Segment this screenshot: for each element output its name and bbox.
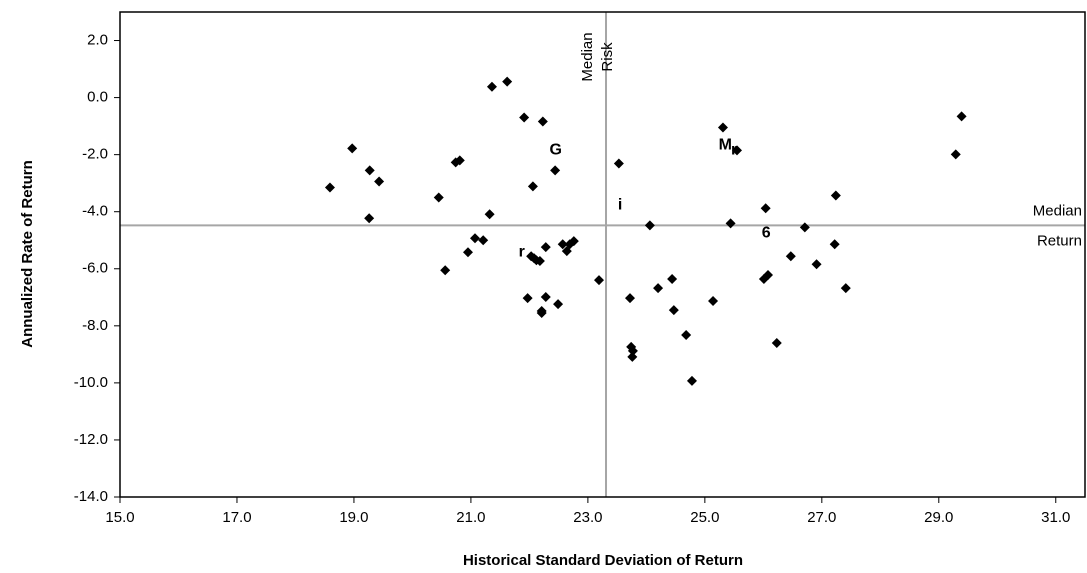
data-point [725, 218, 736, 229]
data-point [811, 259, 822, 270]
data-point [440, 265, 451, 276]
data-point [364, 213, 375, 224]
y-tick-label: -10.0 [74, 374, 108, 391]
data-point [470, 233, 481, 244]
x-tick-label: 17.0 [222, 509, 251, 526]
data-point [561, 246, 572, 257]
y-axis-title: Annualized Rate of Return [19, 160, 36, 348]
data-point [840, 283, 851, 294]
data-point [771, 337, 782, 348]
y-tick-label: -6.0 [82, 260, 108, 277]
median-label: Return [1037, 232, 1082, 249]
median-label: Median [579, 32, 596, 81]
data-point [536, 307, 547, 318]
data-point [627, 345, 638, 356]
x-tick-label: 27.0 [807, 509, 836, 526]
data-point [681, 329, 692, 340]
data-point [708, 296, 719, 307]
data-point [324, 182, 335, 193]
data-point [364, 165, 375, 176]
x-tick-label: 15.0 [105, 509, 134, 526]
data-point [486, 81, 497, 92]
y-tick-label: -8.0 [82, 317, 108, 334]
data-point [568, 236, 579, 247]
data-point [668, 305, 679, 316]
x-tick-label: 19.0 [339, 509, 368, 526]
data-point [785, 251, 796, 262]
y-tick-label: -12.0 [74, 431, 108, 448]
data-point [627, 351, 638, 362]
data-point [653, 283, 664, 294]
data-point [522, 293, 533, 304]
data-point [519, 112, 530, 123]
data-point [540, 242, 551, 253]
point-annotation: M [719, 137, 732, 154]
data-point [829, 239, 840, 250]
data-point [478, 235, 489, 246]
median-label: Median [1033, 202, 1082, 219]
x-axis-title: Historical Standard Deviation of Return [463, 552, 743, 569]
median-label: Risk [599, 42, 616, 72]
data-point [557, 239, 568, 250]
y-tick-label: 2.0 [87, 31, 108, 48]
point-annotation: G [549, 142, 561, 159]
data-point [717, 122, 728, 133]
data-point [667, 274, 678, 285]
data-point [540, 292, 551, 303]
data-point [830, 190, 841, 201]
data-point [686, 375, 697, 386]
data-point [613, 158, 624, 169]
x-tick-label: 21.0 [456, 509, 485, 526]
data-point [527, 181, 538, 192]
data-point [760, 203, 771, 214]
data-point [484, 209, 495, 220]
x-tick-label: 23.0 [573, 509, 602, 526]
y-tick-label: 0.0 [87, 89, 108, 106]
data-point [624, 293, 635, 304]
y-tick-label: -4.0 [82, 203, 108, 220]
y-tick-label: -14.0 [74, 488, 108, 505]
data-point [347, 143, 358, 154]
data-point [537, 116, 548, 127]
data-point [593, 275, 604, 286]
x-tick-label: 31.0 [1041, 509, 1070, 526]
y-tick-label: -2.0 [82, 146, 108, 163]
data-point [454, 155, 465, 166]
data-point [502, 76, 513, 87]
x-tick-label: 25.0 [690, 509, 719, 526]
data-point [763, 270, 774, 281]
point-annotation: i [618, 197, 622, 214]
data-point [732, 145, 743, 156]
plot-frame [119, 11, 1086, 498]
data-point [956, 111, 967, 122]
data-point [550, 165, 561, 176]
data-point [950, 149, 961, 160]
data-point [374, 176, 385, 187]
point-annotation: r [519, 243, 525, 260]
data-point [433, 192, 444, 203]
data-point [531, 255, 542, 266]
x-tick-label: 29.0 [924, 509, 953, 526]
data-point [553, 299, 564, 310]
data-point [462, 247, 473, 258]
data-point [799, 222, 810, 233]
data-point [644, 220, 655, 231]
point-annotation: 6 [762, 224, 771, 241]
